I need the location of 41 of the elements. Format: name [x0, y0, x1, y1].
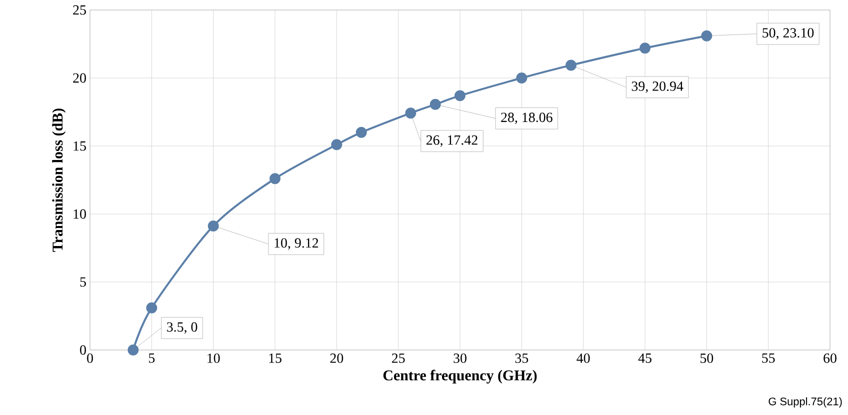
x-tick-label: 35: [515, 354, 528, 363]
point: [640, 42, 650, 54]
x-tick-label: 15: [269, 354, 282, 363]
x-tick-label: 45: [638, 354, 652, 363]
point: [146, 302, 158, 314]
point: [430, 98, 441, 110]
annotation: 39, 20.94: [632, 81, 684, 93]
x-tick-label: 55: [762, 354, 775, 363]
point: [405, 108, 416, 119]
y-tick-label: 20: [73, 73, 86, 83]
point: [270, 173, 280, 184]
y-tick-label: 15: [74, 141, 86, 151]
y-tick-label: 0: [80, 345, 86, 355]
annotation: 26, 17.42: [426, 135, 478, 147]
annotation: 50, 23.10: [762, 28, 814, 40]
annotation: 10, 9.12: [274, 238, 318, 250]
point: [566, 60, 576, 71]
x-tick-label: 0: [87, 354, 93, 363]
point: [701, 30, 712, 42]
y-tick-label: 25: [73, 5, 86, 15]
point: [208, 220, 219, 232]
point: [356, 126, 367, 138]
x-axis-title: Centre frequency (GHz): [383, 370, 537, 384]
x-tick-label: 10: [208, 354, 220, 363]
x-tick-label: 60: [824, 354, 836, 363]
y-axis-title: Transmission loss (dB): [52, 108, 66, 252]
x-tick-label: 5: [148, 354, 155, 363]
point: [128, 344, 139, 356]
point: [331, 139, 342, 150]
x-tick-label: 50: [700, 354, 714, 363]
y-tick-label: 5: [80, 277, 86, 287]
x-tick-label: 25: [392, 354, 405, 363]
x-tick-label: 20: [330, 354, 344, 363]
annotation: 28, 18.06: [501, 112, 552, 124]
x-tick-label: 30: [454, 354, 466, 363]
x-tick-label: 40: [576, 354, 590, 363]
point: [454, 90, 466, 102]
annotation: 3.5, 0: [167, 322, 198, 334]
y-tick-label: 10: [74, 209, 86, 219]
text: G Suppl.75(21): [768, 397, 842, 408]
point: [516, 72, 528, 84]
